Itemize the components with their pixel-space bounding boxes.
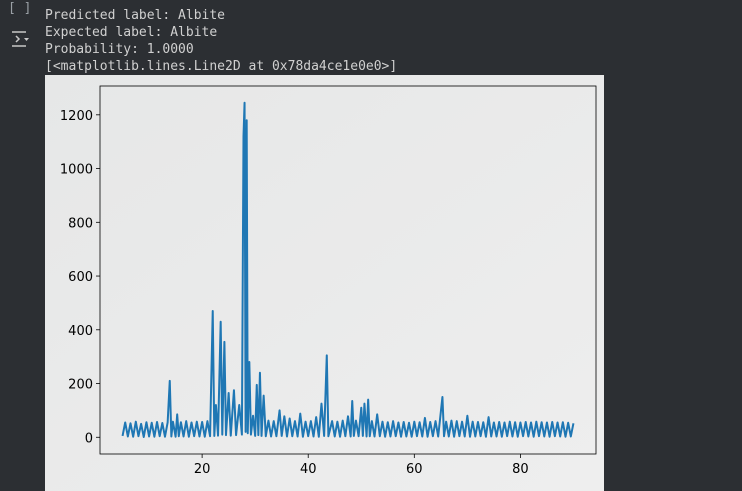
x-tick-label: 80 xyxy=(512,462,529,477)
x-tick-label: 20 xyxy=(194,462,211,477)
x-tick-label: 40 xyxy=(300,462,317,477)
y-tick-label: 1200 xyxy=(60,109,93,124)
y-tick-label: 1000 xyxy=(60,163,93,178)
data-line xyxy=(121,101,575,438)
y-tick-label: 200 xyxy=(68,378,93,393)
x-tick-label: 60 xyxy=(406,462,423,477)
axes-frame xyxy=(99,85,597,455)
y-tick-label: 800 xyxy=(68,216,93,231)
y-tick-label: 600 xyxy=(68,270,93,285)
output-text: Probability: 1.0000 xyxy=(45,42,194,57)
output-text: Predicted label: Albite xyxy=(45,8,226,23)
output-text: Expected label: Albite xyxy=(45,25,218,40)
output-text: [<matplotlib.lines.Line2D at 0x78da4ce1e… xyxy=(45,59,398,74)
cell-run-indicator[interactable]: [ ] xyxy=(8,1,32,16)
y-tick-label: 400 xyxy=(68,324,93,339)
output-menu-icon[interactable] xyxy=(9,29,31,49)
y-tick-label: 0 xyxy=(85,431,93,446)
